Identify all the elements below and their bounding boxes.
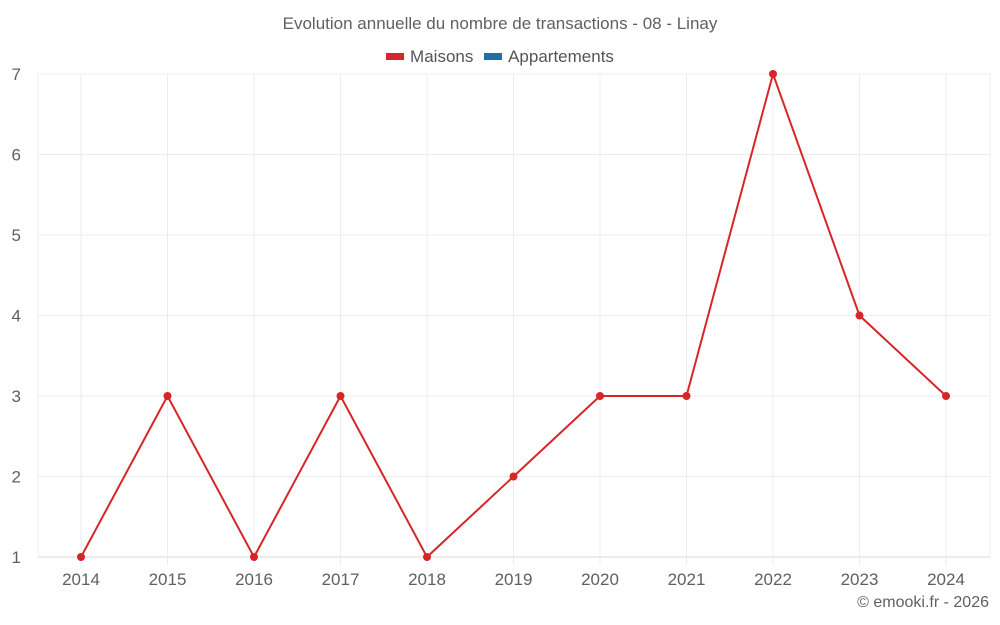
legend-label-maisons: Maisons	[410, 46, 474, 66]
series-maisons	[77, 70, 950, 561]
y-tick-label: 7	[12, 65, 21, 84]
data-point[interactable]	[77, 553, 85, 561]
legend-label-appartements: Appartements	[508, 46, 614, 66]
x-tick-label: 2016	[235, 570, 273, 589]
data-point[interactable]	[250, 553, 258, 561]
x-tick-label: 2018	[408, 570, 446, 589]
data-point[interactable]	[769, 70, 777, 78]
x-tick-label: 2015	[149, 570, 187, 589]
x-tick-label: 2020	[581, 570, 619, 589]
data-point[interactable]	[596, 392, 604, 400]
y-tick-label: 3	[12, 387, 21, 406]
legend-swatch-appartements	[484, 53, 503, 60]
legend-item-maisons[interactable]: Maisons	[386, 47, 473, 67]
x-tick-label: 2021	[668, 570, 706, 589]
y-tick-label: 6	[12, 146, 21, 165]
x-axis: 2014 2015 2016 2017 2018 2019 2020 2021 2022 2023…	[62, 570, 965, 589]
x-tick-label: 2019	[495, 570, 533, 589]
data-point[interactable]	[509, 472, 518, 481]
y-tick-label: 1	[12, 548, 21, 567]
y-axis: 1 2 3 4 5 6 7	[12, 65, 21, 567]
y-tick-label: 5	[12, 226, 21, 245]
data-point[interactable]	[682, 392, 691, 400]
credit-text: © emooki.fr - 2026	[857, 594, 989, 611]
chart-title: Evolution annuelle du nombre de transact…	[282, 14, 718, 33]
data-point[interactable]	[163, 392, 172, 400]
x-tick-label: 2022	[754, 570, 792, 589]
grid-lines	[37, 73, 991, 565]
y-tick-label: 2	[12, 468, 21, 487]
data-point[interactable]	[855, 311, 864, 320]
data-point[interactable]	[423, 553, 431, 561]
data-point[interactable]	[942, 392, 950, 400]
x-tick-label: 2024	[927, 570, 965, 589]
x-tick-label: 2023	[841, 570, 879, 589]
x-tick-label: 2017	[322, 570, 360, 589]
x-tick-label: 2014	[62, 570, 100, 589]
legend-item-appartements[interactable]: Appartements	[484, 47, 614, 67]
legend-swatch-maisons	[386, 53, 405, 60]
data-point[interactable]	[336, 392, 345, 400]
chart-legend: Maisons Appartements	[0, 45, 1000, 67]
y-tick-label: 4	[12, 307, 21, 326]
